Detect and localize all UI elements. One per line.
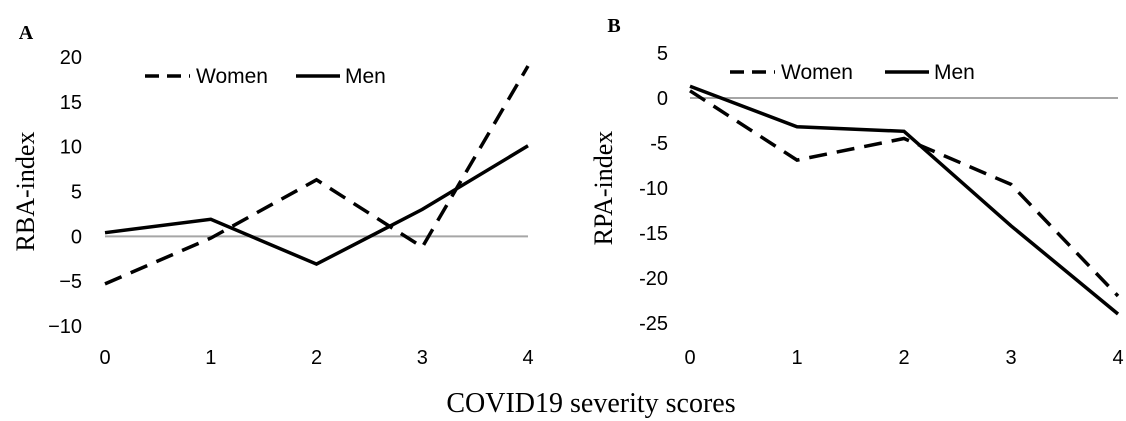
series-line-men [689, 84, 1120, 316]
y-tick-label: 15 [60, 92, 82, 114]
y-tick-label: -15 [639, 223, 668, 245]
x-tick-label: 2 [898, 347, 909, 369]
y-axis-title: RPA-index [589, 131, 618, 246]
y-tick-label: 20 [60, 47, 82, 69]
y-tick-label: 0 [71, 226, 82, 248]
legend-label-men: Men [934, 61, 975, 84]
x-tick-label: 1 [205, 347, 216, 369]
y-tick-label: −10 [48, 316, 82, 338]
y-tick-label: −5 [59, 271, 82, 293]
panel-b-chart: B RPA-index 5 0 -5 -10 -15 -20 -25 0 1 2 3 4 Women Men [589, 15, 1124, 369]
legend-label-women: Women [196, 65, 268, 88]
legend-label-men: Men [345, 65, 386, 88]
x-tick-label: 4 [522, 347, 533, 369]
series-line-women [104, 65, 530, 286]
y-tick-label: 10 [60, 137, 82, 159]
y-tick-label: -20 [639, 268, 668, 290]
x-tick-label: 3 [1005, 347, 1016, 369]
y-tick-label: 5 [71, 182, 82, 204]
x-tick-label: 0 [684, 347, 695, 369]
x-tick-label: 2 [311, 347, 322, 369]
panel-label: B [607, 15, 620, 37]
x-tick-label: 4 [1112, 347, 1123, 369]
panel-a-chart: A RBA-index 20 15 10 5 0 −5 −10 0 1 2 3 4 Women Men [11, 22, 534, 369]
legend-label-women: Women [781, 61, 853, 84]
y-tick-label: -10 [639, 178, 668, 200]
x-axis-title: COVID19 severity scores [446, 388, 735, 419]
series-line-women [689, 89, 1120, 298]
y-tick-label: -25 [639, 313, 668, 335]
x-tick-label: 1 [791, 347, 802, 369]
y-tick-label: -5 [650, 133, 668, 155]
x-tick-label: 3 [417, 347, 428, 369]
y-axis-title: RBA-index [11, 132, 40, 252]
x-tick-label: 0 [99, 347, 110, 369]
y-tick-label: 0 [657, 88, 668, 110]
y-tick-label: 5 [657, 43, 668, 65]
panel-label: A [19, 22, 34, 44]
series-line-men [104, 144, 529, 267]
